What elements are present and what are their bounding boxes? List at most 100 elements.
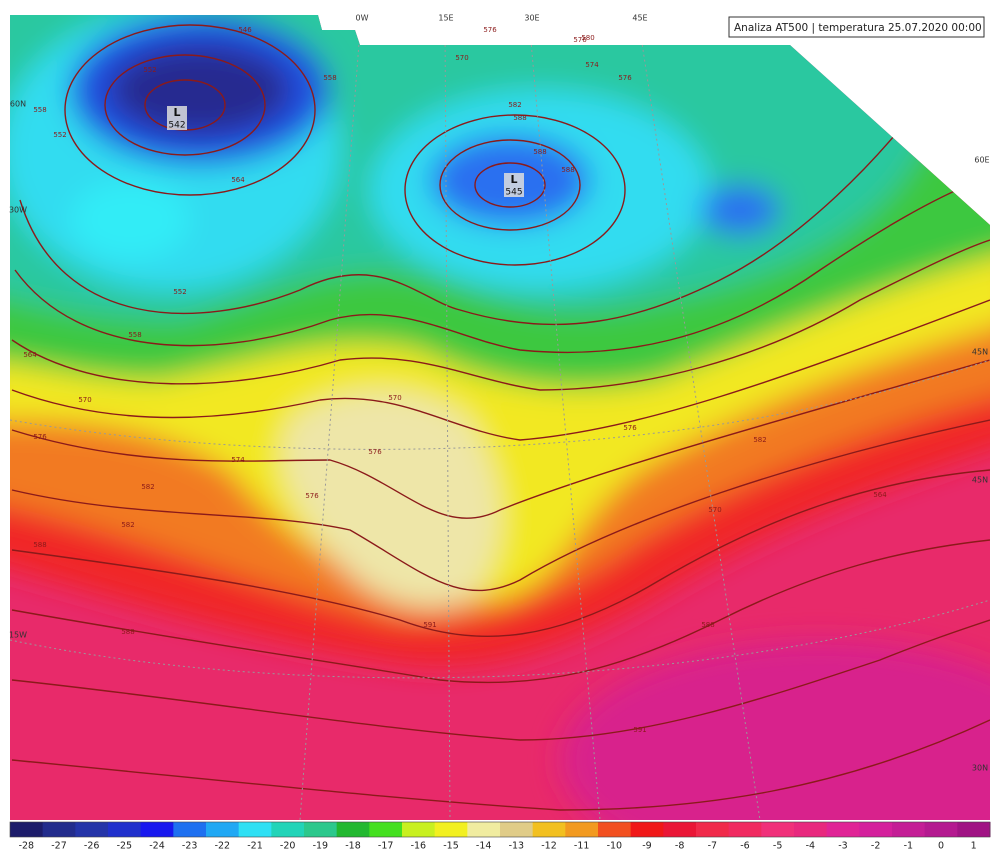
contour-label: 570 — [708, 506, 721, 514]
legend-label: -27 — [51, 841, 67, 852]
contour-label: 588 — [33, 541, 46, 549]
legend-swatch — [859, 822, 893, 837]
contour-label: 546 — [238, 26, 252, 34]
legend-swatch — [826, 822, 860, 837]
contour-label: 570 — [78, 396, 91, 404]
legend-label: -12 — [541, 841, 557, 852]
contour-label: 576 — [618, 74, 632, 82]
contour-label: 558 — [323, 74, 336, 82]
legend-swatch — [271, 822, 305, 837]
legend-label: -3 — [838, 841, 847, 852]
contour-label: 564 — [873, 491, 887, 499]
low-value: 542 — [168, 121, 185, 131]
legend-label: -1 — [904, 841, 913, 852]
contour-label: 570 — [388, 394, 401, 402]
legend-swatch — [794, 822, 828, 837]
contour-label: 576 — [573, 36, 587, 44]
contour-label: 576 — [483, 26, 497, 34]
low-marker-box — [504, 173, 524, 197]
contour-label: 591 — [633, 726, 646, 734]
legend-label: -2 — [871, 841, 880, 852]
legend-label: -11 — [574, 841, 590, 852]
legend-swatch — [173, 822, 207, 837]
legend-swatch — [238, 822, 272, 837]
legend-label: -20 — [280, 841, 296, 852]
contour-label: 576 — [368, 448, 382, 456]
legend-label: -28 — [19, 841, 35, 852]
legend-swatch — [140, 822, 174, 837]
legend-label: -22 — [215, 841, 231, 852]
contour-label: 580 — [581, 34, 594, 42]
legend-swatch — [42, 822, 76, 837]
lon-label: 45E — [632, 14, 647, 23]
low-letter: L — [173, 106, 180, 119]
contour-label: 588 — [561, 166, 574, 174]
legend-label: -17 — [378, 841, 394, 852]
legend-swatch — [108, 822, 142, 837]
legend-swatch — [532, 822, 566, 837]
legend-label: -5 — [773, 841, 782, 852]
contour-label: 582 — [121, 521, 134, 529]
legend-label: -16 — [411, 841, 427, 852]
legend-label: -10 — [607, 841, 623, 852]
legend-swatch — [892, 822, 926, 837]
legend-label: -9 — [642, 841, 651, 852]
legend-label: -19 — [313, 841, 329, 852]
contours — [11, 24, 990, 811]
lon-label: 15E — [438, 14, 453, 23]
contour-label: 552 — [173, 288, 186, 296]
legend-label: -23 — [182, 841, 198, 852]
legend-swatch — [206, 822, 240, 837]
contour-label: 576 — [305, 492, 319, 500]
lon-label: 60E — [974, 156, 989, 165]
legend-label: -24 — [149, 841, 165, 852]
legend-swatch — [565, 822, 599, 837]
legend-label: -7 — [708, 841, 717, 852]
legend-swatch — [467, 822, 501, 837]
contour-label: 582 — [753, 436, 766, 444]
legend-label: -13 — [509, 841, 525, 852]
contour-label: 588 — [121, 628, 134, 636]
legend-swatch — [75, 822, 109, 837]
contour-label: 570 — [455, 54, 468, 62]
lat-label: 15W — [9, 631, 27, 640]
contour-label: 582 — [141, 483, 154, 491]
legend-label: -21 — [247, 841, 263, 852]
contour-label: 564 — [23, 351, 37, 359]
lat-label: 60N — [10, 100, 26, 109]
legend-swatch — [500, 822, 534, 837]
legend-swatch — [402, 822, 436, 837]
lon-label: 0W — [356, 14, 369, 23]
low-value: 545 — [505, 188, 522, 198]
legend-swatch — [663, 822, 697, 837]
lat-label: 30W — [9, 206, 27, 215]
contour-label: 558 — [128, 331, 141, 339]
legend-label: -4 — [806, 841, 815, 852]
contour-label: 552 — [143, 66, 156, 74]
legend-label: 1 — [971, 841, 977, 852]
legend-swatch — [10, 822, 44, 837]
contour-label: 591 — [423, 621, 436, 629]
legend-swatch — [598, 822, 632, 837]
legend-swatch — [696, 822, 730, 837]
legend-swatch — [728, 822, 762, 837]
lat-label: 45N — [972, 348, 988, 357]
legend-swatch — [304, 822, 338, 837]
contour-label: 588 — [533, 148, 546, 156]
legend-label: -14 — [476, 841, 492, 852]
lon-label: 30E — [524, 14, 539, 23]
contour-label: 576 — [33, 433, 47, 441]
contour-label: 552 — [53, 131, 66, 139]
lat-label: 45N — [972, 476, 988, 485]
title-box — [728, 16, 985, 38]
lat-label: 30N — [972, 764, 988, 773]
contour-label: 588 — [701, 621, 714, 629]
legend-swatch — [434, 822, 468, 837]
contour-label: 558 — [33, 106, 46, 114]
legend-label: -26 — [84, 841, 100, 852]
contour-label: 574 — [231, 456, 245, 464]
map-title: Analiza AT500 | temperatura 25.07.2020 0… — [734, 22, 982, 34]
legend-label: -25 — [117, 841, 133, 852]
